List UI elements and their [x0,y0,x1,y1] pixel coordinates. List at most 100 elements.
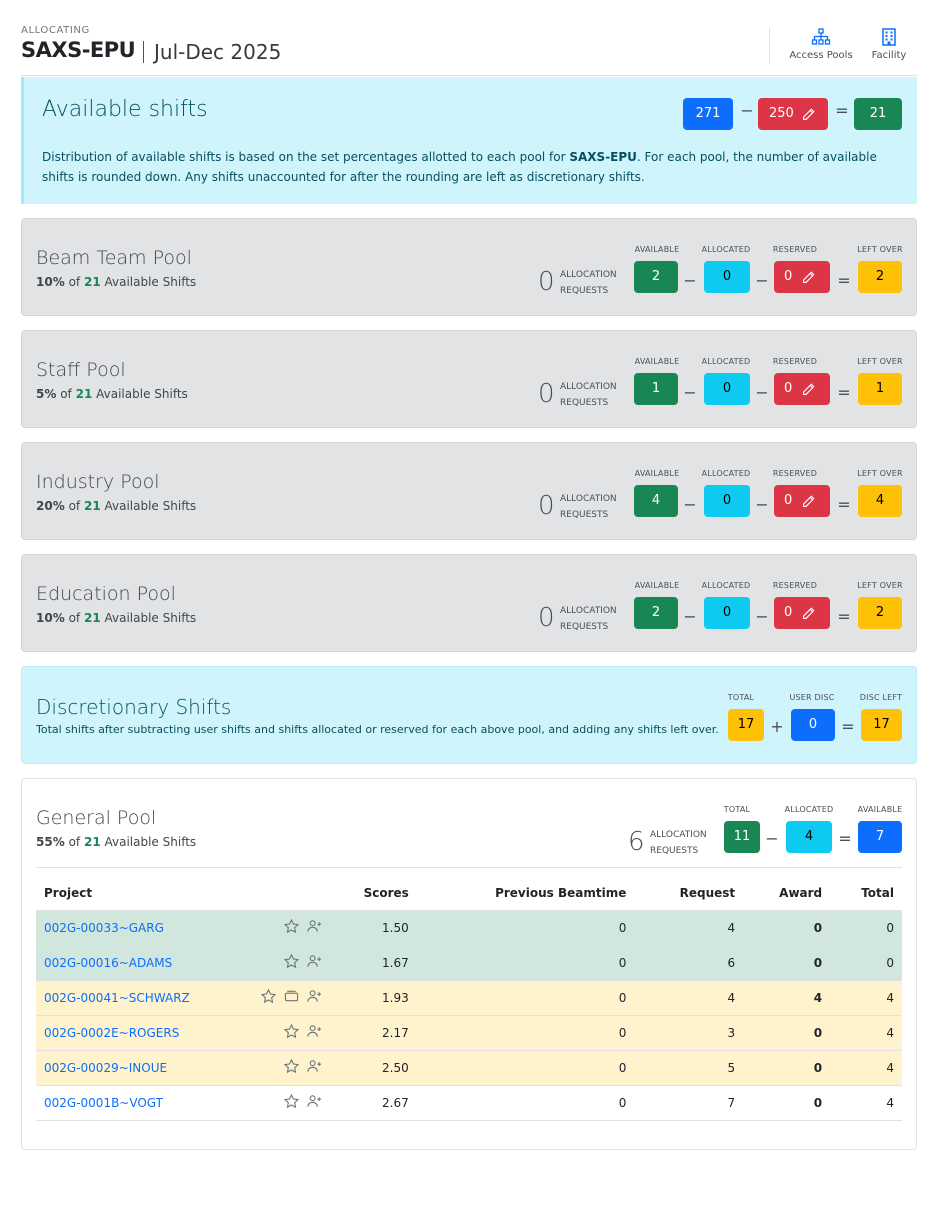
project-link[interactable]: 002G-0002E~ROGERS [44,1025,180,1040]
reserved-value: 0 [784,493,793,508]
available-label: AVAILABLE [634,245,680,254]
gen-allocated-label: ALLOCATED [784,805,834,814]
req-label-line1: ALLOCATION [560,606,617,616]
pool-reserved-button[interactable]: 0 [774,485,830,517]
table-row: 002G-00041~SCHWARZ 1.93 0 4 4 4 [36,980,902,1016]
score-cell: 1.93 [329,980,417,1016]
col-scores[interactable]: Scores [329,876,417,911]
pool-reserved-button[interactable]: 0 [774,261,830,293]
project-cell: 002G-00029~INOUE [36,1050,330,1086]
col-award[interactable]: Award [743,876,831,911]
award-cell[interactable]: 0 [743,910,831,946]
requests-label: ALLOCATION REQUESTS [650,827,707,859]
available-shifts-panel: Available shifts 271 − 250 = 21 Distribu… [21,77,917,204]
col-total[interactable]: Total [830,876,902,911]
pool-name: Beam Team Pool [36,247,192,269]
add-person-icon[interactable] [307,1024,322,1041]
pool-reserved-button[interactable]: 0 [774,373,830,405]
add-person-icon[interactable] [307,989,322,1006]
col-project[interactable]: Project [36,876,330,911]
of-text: of [68,499,81,513]
score-cell: 2.67 [329,1085,417,1121]
add-person-icon[interactable] [307,1094,322,1111]
add-person-icon[interactable] [307,1059,322,1076]
equals-sign: = [835,101,849,120]
minus-sign: − [755,383,769,402]
access-pools-link[interactable]: Access Pools [787,28,855,61]
star-icon[interactable] [283,1093,299,1111]
pool-allocated-badge: 0 [704,261,750,293]
access-pools-label: Access Pools [789,50,853,61]
project-link[interactable]: 002G-00041~SCHWARZ [44,990,190,1005]
requests-label: ALLOCATION REQUESTS [560,267,617,299]
star-icon[interactable] [283,1023,299,1041]
available-label: AVAILABLE [634,357,680,366]
score-cell: 2.17 [329,1015,417,1051]
cycle-period: Jul-Dec 2025 [154,40,282,64]
requests-label: ALLOCATION REQUESTS [560,491,617,523]
add-person-icon[interactable] [307,919,322,936]
star-icon[interactable] [283,1058,299,1076]
project-link[interactable]: 002G-00029~INOUE [44,1060,168,1075]
req-label-line2: REQUESTS [560,510,609,520]
pool-share: 55% of 21 Available Shifts [36,835,196,849]
discretionary-subtitle: Total shifts after subtracting user shif… [36,723,719,736]
minus-sign: − [683,607,697,626]
project-link[interactable]: 002G-00016~ADAMS [44,955,173,970]
award-cell[interactable]: 4 [743,980,831,1016]
pool-share: 10% of 21 Available Shifts [36,275,196,289]
pool-reserved-button[interactable]: 0 [774,597,830,629]
allocated-label: ALLOCATED [701,357,751,366]
star-icon[interactable] [283,918,299,936]
previous-beamtime-cell: 0 [416,945,635,981]
add-person-icon[interactable] [307,954,322,971]
pool-percent: 20% [36,499,65,513]
total-cell: 0 [830,945,902,981]
request-cell: 4 [634,980,744,1016]
award-cell[interactable]: 0 [743,1050,831,1086]
award-cell[interactable]: 0 [743,1015,831,1051]
previous-beamtime-cell: 0 [416,1085,635,1121]
gen-total-label: TOTAL [723,805,751,814]
previous-beamtime-cell: 0 [416,980,635,1016]
equals-sign: = [837,495,851,514]
score-cell: 1.50 [329,910,417,946]
facility-link[interactable]: Facility [867,28,911,61]
minus-sign: − [683,495,697,514]
minus-sign: − [765,829,779,848]
total-shifts-badge: 271 [683,98,733,130]
disc-left-badge: 17 [861,709,902,741]
project-link[interactable]: 002G-00033~GARG [44,920,164,935]
col-request[interactable]: Request [634,876,744,911]
discretionary-panel: Discretionary Shifts Total shifts after … [21,666,917,764]
header-eyebrow: ALLOCATING [21,25,90,36]
award-cell[interactable]: 0 [743,945,831,981]
star-icon[interactable] [283,953,299,971]
tray-icon[interactable] [284,989,299,1006]
pool-percent: 10% [36,275,65,289]
gen-allocated-badge: 4 [786,821,832,853]
available-shifts-text: Available Shifts [104,835,197,849]
of-text: of [68,611,81,625]
pool-total: 21 [83,835,101,849]
minus-sign: − [755,495,769,514]
used-shifts-button[interactable]: 250 [758,98,828,130]
gen-available-label: AVAILABLE [857,805,903,814]
total-cell: 0 [830,910,902,946]
minus-sign: − [683,383,697,402]
col-previous-beamtime[interactable]: Previous Beamtime [416,876,635,911]
minus-sign: − [755,607,769,626]
gen-available-badge: 7 [858,821,902,853]
request-cell: 5 [634,1050,744,1086]
total-cell: 4 [830,980,902,1016]
award-cell[interactable]: 0 [743,1085,831,1121]
total-cell: 4 [830,1015,902,1051]
pool-percent: 5% [36,387,57,401]
reserved-label: RESERVED [772,469,818,478]
pool-total: 21 [75,387,93,401]
project-cell: 002G-00041~SCHWARZ [36,980,330,1016]
requests-label: ALLOCATION REQUESTS [560,603,617,635]
project-link[interactable]: 002G-0001B~VOGT [44,1095,164,1110]
star-icon[interactable] [260,988,276,1006]
reserved-label: RESERVED [772,357,818,366]
